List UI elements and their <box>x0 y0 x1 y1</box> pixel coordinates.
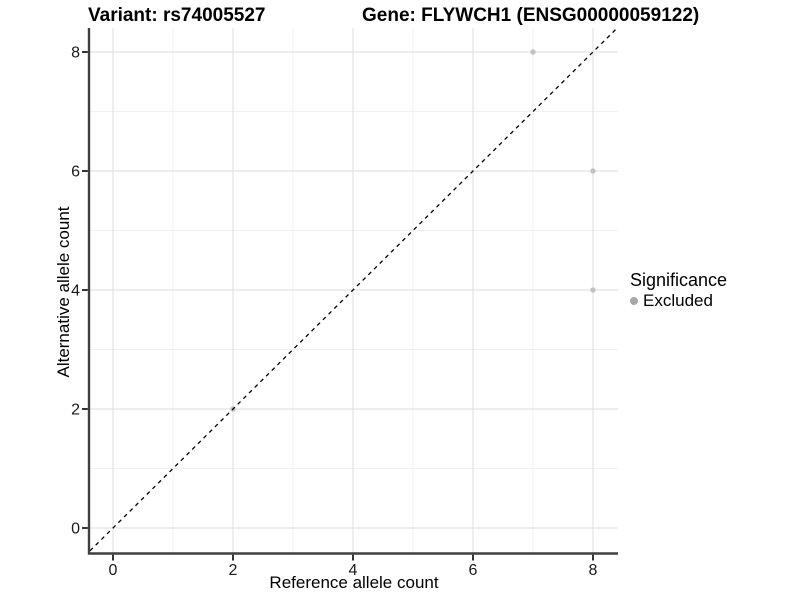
plot-title-gene: Gene: FLYWCH1 (ENSG00000059122) <box>362 5 700 26</box>
y-tick-label: 6 <box>71 164 80 181</box>
x-tick-label: 4 <box>349 562 358 579</box>
legend: Significance Excluded <box>630 270 727 310</box>
data-point <box>590 168 596 174</box>
axis-lines <box>87 28 618 555</box>
data-point <box>530 49 536 55</box>
plot-title-variant: Variant: rs74005527 <box>88 5 266 26</box>
legend-title: Significance <box>630 270 728 290</box>
y-tick-label: 0 <box>71 521 80 538</box>
x-tick-label: 2 <box>229 562 238 579</box>
x-tick-label: 0 <box>109 562 118 579</box>
x-axis-label: Reference allele count <box>269 573 439 592</box>
x-tick-label: 8 <box>589 562 598 579</box>
y-tick-label: 8 <box>71 45 80 62</box>
y-axis-label: Alternative allele count <box>54 206 73 378</box>
excluded-point-icon <box>630 296 638 305</box>
x-tick-label: 6 <box>469 562 478 579</box>
legend-item-label: Excluded <box>643 291 713 310</box>
identity-line <box>89 26 619 552</box>
legend-item-excluded: Excluded <box>630 291 727 310</box>
y-tick-label: 4 <box>71 283 80 300</box>
data-point <box>590 287 596 293</box>
y-tick-label: 2 <box>71 402 80 419</box>
